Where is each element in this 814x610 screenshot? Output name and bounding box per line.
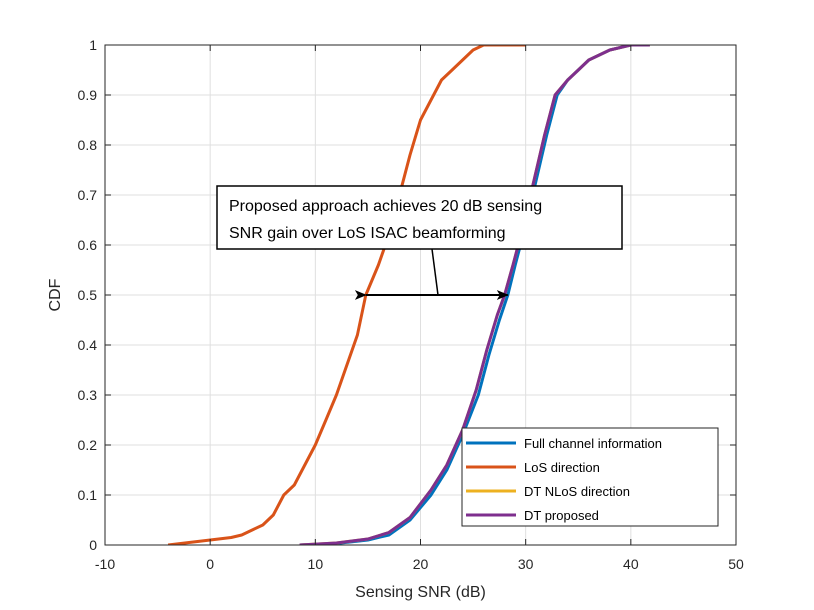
- y-tick-label: 0.9: [78, 87, 98, 103]
- x-tick-label: 30: [518, 556, 534, 572]
- x-tick-label: 0: [206, 556, 214, 572]
- annotation-pointer-line: [431, 248, 439, 296]
- legend: Full channel information LoS direction DT …: [461, 427, 719, 527]
- y-tick-label: 0.3: [78, 387, 98, 403]
- y-axis-label: CDF: [47, 278, 64, 311]
- y-tick-label: 0.8: [78, 137, 98, 153]
- x-tick-label: 20: [413, 556, 429, 572]
- y-tick-label: 0.7: [78, 187, 98, 203]
- x-tick-labels: -10 0 10 20 30 40 50: [95, 556, 744, 572]
- series-line-4: [299, 45, 650, 545]
- y-tick-label: 0.5: [78, 287, 98, 303]
- annotation-box: [216, 185, 623, 250]
- series-lines: [167, 45, 650, 545]
- annotation-text-line-2: SNR gain over LoS ISAC beamforming: [229, 225, 506, 242]
- annotation-text-line-1: Proposed approach achieves 20 dB sensing: [229, 198, 542, 215]
- x-tick-label: 50: [728, 556, 744, 572]
- y-tick-label: 1: [89, 37, 97, 53]
- legend-label-1: Full channel information: [524, 436, 662, 451]
- y-tick-labels: 0 0.1 0.2 0.3 0.4 0.5 0.6 0.7 0.8 0.9 1: [78, 37, 98, 553]
- y-tick-label: 0.4: [78, 337, 98, 353]
- y-tick-label: 0.1: [78, 487, 98, 503]
- x-tick-label: 10: [308, 556, 324, 572]
- series-line-2: [167, 45, 526, 545]
- axis-ticks: [104, 44, 737, 546]
- y-tick-label: 0.2: [78, 437, 98, 453]
- y-tick-label: 0: [89, 537, 97, 553]
- y-tick-label: 0.6: [78, 237, 98, 253]
- x-tick-label: 40: [623, 556, 639, 572]
- legend-label-2: LoS direction: [524, 460, 600, 475]
- legend-label-3: DT NLoS direction: [524, 484, 630, 499]
- x-axis-label: Sensing SNR (dB): [355, 584, 486, 601]
- x-tick-label: -10: [95, 556, 115, 572]
- annotation-group: Proposed approach achieves 20 dB sensing…: [216, 185, 623, 300]
- legend-label-4: DT proposed: [524, 508, 599, 523]
